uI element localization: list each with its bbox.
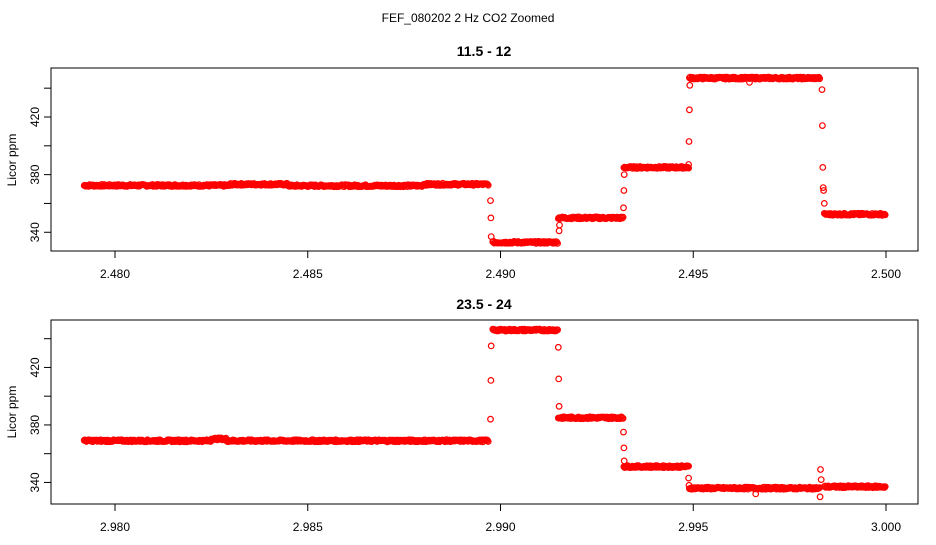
data-point (818, 86, 826, 93)
y-axis-label: Licor ppm (5, 134, 19, 187)
x-tick-label: 3.000 (871, 520, 901, 534)
data-point (618, 413, 625, 421)
y-tick-label: 420 (28, 357, 42, 377)
data-point (619, 414, 627, 422)
panel-1: 11.5 - 12 Licor ppm 2.480 2.485 2.490 2.495… (5, 43, 919, 281)
data-point (816, 75, 824, 83)
data-point (618, 214, 626, 222)
data-point (619, 213, 627, 221)
data-point (487, 233, 495, 241)
data-point (487, 415, 494, 423)
x-tick-label: 2.490 (485, 267, 515, 281)
data-point (686, 81, 694, 89)
y-tick-label: 380 (28, 415, 42, 435)
data-point (752, 490, 760, 498)
data-point (816, 493, 824, 501)
x-tick-label: 2.485 (293, 267, 323, 281)
data-point (484, 181, 492, 189)
data-point (620, 187, 628, 194)
x-tick-label: 2.980 (100, 520, 130, 534)
data-point (620, 428, 627, 436)
data-point (685, 164, 692, 172)
x-tick-label: 2.995 (678, 520, 708, 534)
data-point (684, 163, 692, 171)
data-point (487, 197, 494, 205)
data-point (881, 211, 889, 219)
data-point (685, 474, 692, 482)
data-point (819, 163, 827, 171)
x-tick-label: 2.495 (678, 267, 708, 281)
data-point (820, 187, 827, 194)
data-point (487, 377, 495, 384)
data-point (620, 444, 628, 452)
data-point (817, 476, 825, 484)
panel-2: 23.5 - 24 Licor ppm 2.980 2.985 2.990 2.995… (5, 296, 919, 534)
data-point (554, 343, 562, 351)
data-point (881, 210, 888, 218)
data-point (686, 106, 693, 114)
data-point (556, 221, 563, 229)
data-point (685, 481, 693, 489)
x-tick-label: 2.480 (100, 267, 130, 281)
y-tick-label: 380 (28, 164, 42, 184)
data-point (746, 78, 753, 86)
data-point (819, 184, 827, 192)
data-point (555, 227, 563, 235)
data-point (554, 326, 561, 334)
data-point (620, 204, 627, 212)
data-point (555, 375, 563, 383)
data-point (820, 199, 828, 207)
plot-frame (50, 67, 919, 252)
x-tick-label: 2.500 (871, 267, 901, 281)
y-tick-label: 420 (28, 107, 42, 127)
data-point (550, 238, 558, 246)
y-axis-label: Licor ppm (5, 386, 19, 439)
data-point (554, 239, 561, 247)
data-point (484, 438, 492, 445)
data-point (685, 161, 692, 168)
data-point (484, 180, 491, 188)
y-tick-label: 340 (28, 472, 42, 492)
panel-title: 11.5 - 12 (457, 43, 512, 59)
plot-frame (50, 319, 919, 505)
chart-title: FEF_080202 2 Hz CO2 Zoomed (382, 11, 555, 25)
y-tick-label: 340 (28, 222, 42, 242)
data-point (881, 483, 889, 491)
x-tick-label: 2.990 (485, 520, 515, 534)
data-point (620, 171, 628, 179)
data-point (487, 342, 495, 350)
data-point (555, 402, 563, 410)
data-point (487, 214, 495, 222)
data-point (819, 122, 826, 129)
data-point (817, 466, 824, 473)
data-point (685, 138, 693, 145)
data-point (685, 462, 692, 470)
panel-title: 23.5 - 24 (456, 296, 511, 312)
x-tick-label: 2.985 (293, 520, 323, 534)
data-point (620, 457, 628, 465)
